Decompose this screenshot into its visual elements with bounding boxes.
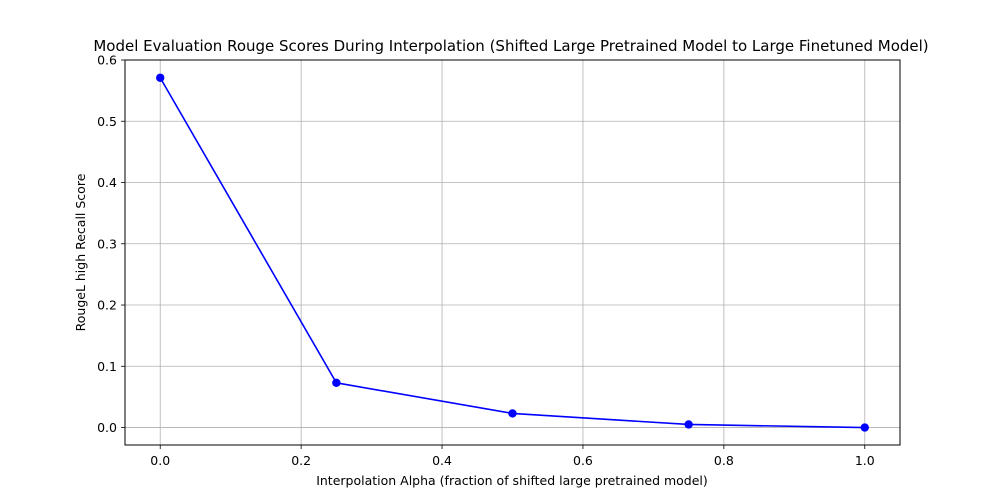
- data-point: [860, 423, 869, 432]
- grid: [125, 59, 900, 445]
- x-tick-label: 0.0: [150, 453, 170, 468]
- ticks: 0.0 0.2 0.4 0.6 0.8 1.0 0.0 0.1 0.2 0.3 0.4 0.5 0.6: [97, 53, 875, 469]
- data-point: [156, 73, 165, 82]
- x-tick-label: 0.4: [432, 453, 452, 468]
- x-axis-label: Interpolation Alpha (fraction of shifted…: [316, 473, 708, 488]
- data-point: [684, 420, 693, 429]
- y-tick-label: 0.5: [97, 114, 117, 129]
- y-axis-label: RougeL high Recall Score: [73, 173, 88, 331]
- y-tick-label: 0.4: [97, 175, 117, 190]
- x-tick-label: 1.0: [855, 453, 875, 468]
- x-tick-label: 0.8: [714, 453, 734, 468]
- y-tick-label: 0.0: [97, 420, 117, 435]
- chart-title: Model Evaluation Rouge Scores During Int…: [93, 37, 928, 55]
- plot-frame: [124, 59, 901, 446]
- y-tick-label: 0.2: [97, 298, 117, 313]
- series-layer: [156, 73, 869, 432]
- x-tick-label: 0.6: [573, 453, 593, 468]
- series-line: [159, 77, 865, 429]
- data-point: [332, 378, 341, 388]
- y-tick-label: 0.6: [97, 53, 117, 68]
- y-tick-label: 0.3: [97, 236, 117, 251]
- y-tick-label: 0.1: [97, 359, 117, 374]
- x-tick-label: 0.2: [291, 453, 311, 468]
- data-point: [508, 409, 517, 418]
